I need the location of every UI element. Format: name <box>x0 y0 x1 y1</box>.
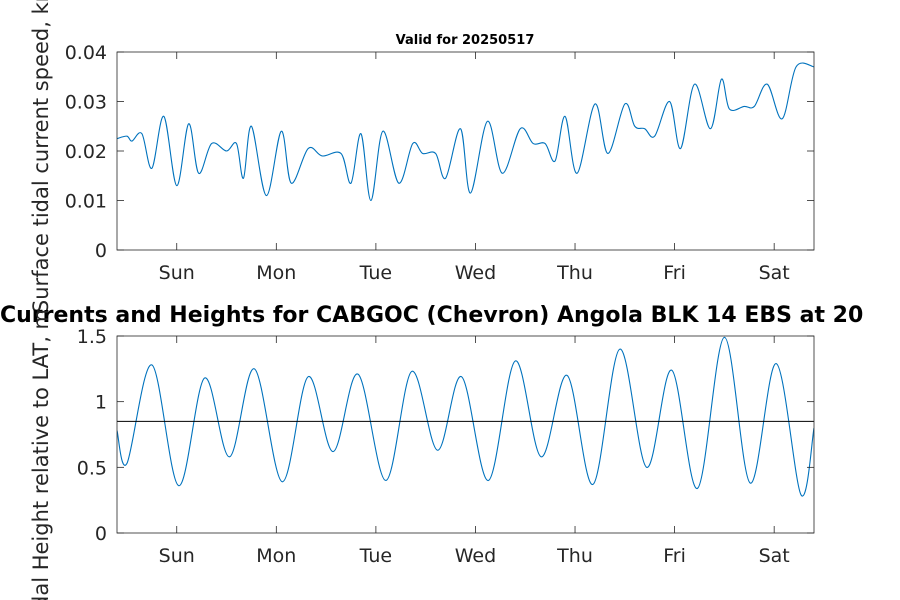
tidal-height-ytick-label: 1.5 <box>77 326 107 348</box>
current-speed-ytick-label: 0.02 <box>65 141 107 163</box>
current-speed-ytick-label: 0.04 <box>65 42 107 64</box>
tidal-height-xtick-label: Wed <box>455 545 496 567</box>
tidal-height-plot-area <box>117 336 814 533</box>
tidal-height-ylabel: Tidal Height relative to LAT, m <box>29 309 53 600</box>
tidal-height-series-line <box>117 336 814 497</box>
current-speed-xtick-label: Tue <box>359 262 392 284</box>
tidal-height-xtick-label: Thu <box>556 545 593 567</box>
tidal-height-xtick-label: Mon <box>256 545 296 567</box>
tidal-height-ytick-label: 0.5 <box>77 457 107 479</box>
current-speed-plot-area <box>117 52 814 250</box>
tidal-height-series-layer <box>117 336 814 497</box>
current-speed-ytick-label: 0.03 <box>65 92 107 114</box>
current-speed-series-line <box>117 62 814 202</box>
tidal-height-ytick-label: 1 <box>95 392 107 414</box>
current-speed-series-layer <box>117 62 814 202</box>
tidal-height-panel: 0 0.5 1 1.5 Sun Mon Tue Wed Thu Fri Sat Currents a… <box>0 303 863 600</box>
tidal-height-title: Currents and Heights for CABGOC (Chevron… <box>0 303 863 328</box>
current-speed-xtick-label: Mon <box>256 262 296 284</box>
tidal-height-xtick-label: Sat <box>759 545 790 567</box>
current-speed-ytick-label: 0 <box>95 240 107 262</box>
current-speed-xtick-label: Sat <box>759 262 790 284</box>
tidal-height-axes-box <box>116 335 815 534</box>
current-speed-panel: 0 0.01 0.02 0.03 0.04 Sun Mon Tue Wed Thu Fri Sat V… <box>29 0 815 313</box>
current-speed-axes: 0 0.01 0.02 0.03 0.04 Sun Mon Tue Wed Thu Fri Sat <box>65 42 815 284</box>
tidal-height-xtick-label: Tue <box>359 545 392 567</box>
current-speed-ylabel: Surface tidal current speed, kn <box>29 0 53 313</box>
current-speed-ytick-label: 0.01 <box>65 191 107 213</box>
current-speed-xtick-label: Thu <box>556 262 593 284</box>
tidal-height-xtick-label: Sun <box>159 545 195 567</box>
tidal-height-axes: 0 0.5 1 1.5 Sun Mon Tue Wed Thu Fri Sat <box>77 326 815 567</box>
tidal-height-xtick-label: Fri <box>663 545 686 567</box>
current-speed-xtick-label: Wed <box>455 262 496 284</box>
current-speed-xtick-label: Fri <box>663 262 686 284</box>
current-speed-xtick-label: Sun <box>159 262 195 284</box>
current-speed-title: Valid for 20250517 <box>396 33 535 48</box>
tidal-height-ytick-label: 0 <box>95 523 107 545</box>
